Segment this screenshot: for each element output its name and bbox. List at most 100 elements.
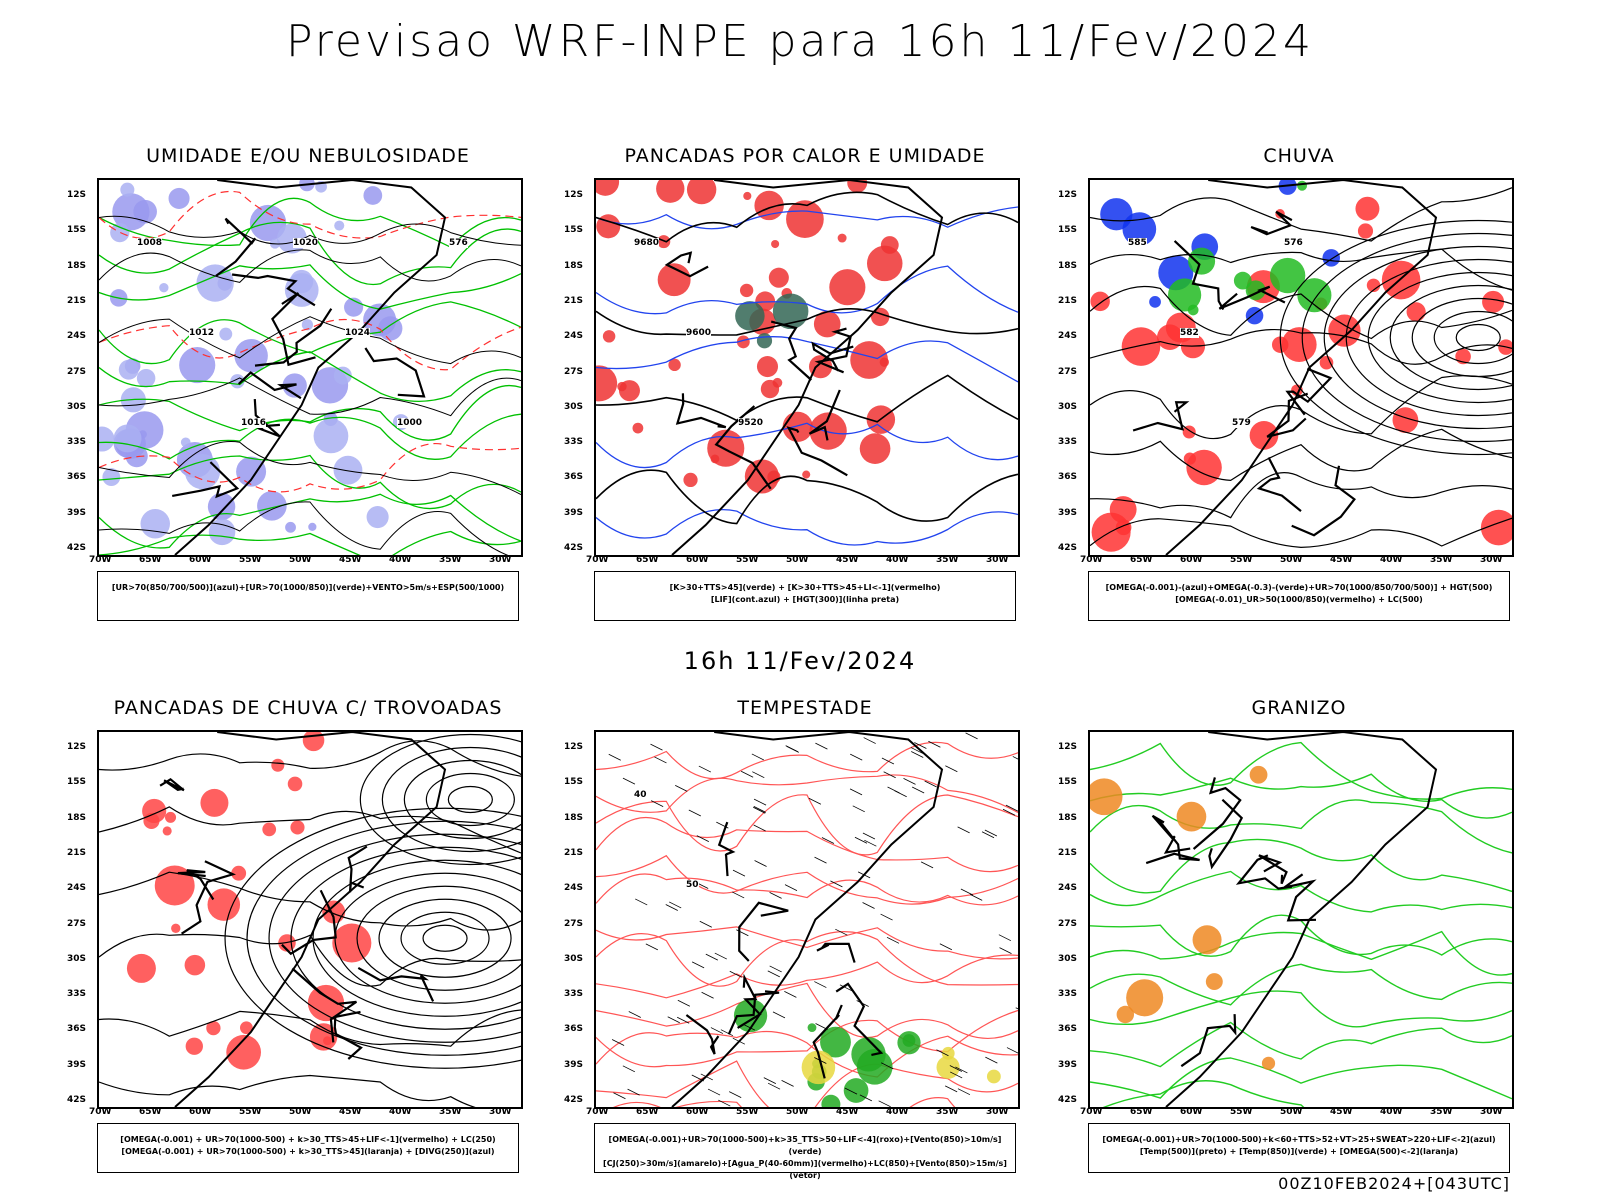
legend-granizo: [OMEGA(-0.001)+UR>70(1000-500)+k<60+TTS>… [1088,1123,1510,1173]
lon-tick: 60W [189,555,212,565]
lon-tick: 65W [636,555,659,565]
lat-tick: 36S [1058,472,1078,483]
legend-line: [OMEGA(-0.001)+UR>70(1000-500)+k<60+TTS>… [1102,1135,1496,1144]
lat-tick: 30S [1058,401,1078,412]
contour-label: 1012 [189,328,215,338]
lon-tick: 60W [1180,555,1203,565]
legend-pancadas-trovoadas: [OMEGA(-0.001) + UR>70(1000-500) + k>30_… [97,1123,519,1173]
legend-line: [Temp(500)](preto) + [Temp(850)](verde) … [1139,1147,1459,1156]
lon-tick: 55W [239,1107,262,1117]
lon-tick: 70W [586,555,609,565]
lon-tick: 40W [1380,555,1403,565]
contour-label: 576 [1284,238,1303,248]
contour-label: 9600 [686,328,712,338]
lat-tick: 39S [564,1059,584,1070]
lon-tick: 45W [339,555,362,565]
lon-tick: 60W [189,1107,212,1117]
lon-tick: 35W [1430,1107,1453,1117]
lat-tick: 36S [67,472,87,483]
lat-tick: 42S [564,1095,584,1105]
lat-tick: 12S [1058,190,1078,200]
legend-line: [LIF](cont.azul) + [HGT(300)](linha pret… [710,595,900,604]
lat-tick: 18S [67,812,87,823]
lat-tick: 30S [67,401,87,412]
lat-tick: 27S [67,918,87,929]
lat-tick: 42S [1058,543,1078,553]
lon-tick: 30W [986,555,1009,565]
lat-tick: 39S [1058,1059,1078,1070]
lat-tick: 24S [564,331,584,342]
legend-line: [K>30+TTS>45](verde) + [K>30+TTS>45+LI<-… [669,583,941,592]
lon-tick: 50W [289,1107,312,1117]
lat-tick: 36S [1058,1024,1078,1035]
lon-tick: 70W [89,555,112,565]
lat-tick: 15S [1058,225,1078,236]
contour-label: 582 [1180,328,1199,338]
lat-tick: 12S [67,742,87,752]
map-pancadas-calor [594,178,1020,557]
legend-line: [UR>70(850/700/500)](azul)+[UR>70(1000/8… [111,583,505,592]
lat-tick: 27S [564,366,584,377]
contour-label: 579 [1232,418,1251,428]
lat-tick: 21S [1058,847,1078,858]
lat-tick: 27S [1058,366,1078,377]
lon-tick: 35W [439,1107,462,1117]
lat-tick: 15S [1058,777,1078,788]
lat-tick: 18S [1058,260,1078,271]
lat-tick: 39S [67,507,87,518]
lon-tick: 65W [1130,555,1153,565]
panel-title-pancadas-calor: PANCADAS POR CALOR E UMIDADE [624,145,986,167]
lat-tick: 24S [67,331,87,342]
legend-line: [OMEGA(-0.001) + UR>70(1000-500) + k>30_… [121,1147,495,1156]
lat-tick: 24S [1058,883,1078,894]
lon-tick: 40W [886,1107,909,1117]
run-timestamp: 00Z10FEB2024+[043UTC] [1278,1174,1510,1193]
lon-tick: 30W [1480,555,1503,565]
lon-tick: 35W [1430,555,1453,565]
lon-tick: 70W [89,1107,112,1117]
lat-tick: 24S [1058,331,1078,342]
lon-tick: 35W [936,555,959,565]
legend-umidade: [UR>70(850/700/500)](azul)+[UR>70(1000/8… [97,571,519,621]
lat-tick: 21S [1058,295,1078,306]
lon-tick: 35W [936,1107,959,1117]
lon-tick: 70W [586,1107,609,1117]
panel-title-pancadas-trovoadas: PANCADAS DE CHUVA C/ TROVOADAS [113,697,503,719]
lon-tick: 60W [686,555,709,565]
lat-tick: 42S [1058,1095,1078,1105]
lon-tick: 50W [1280,1107,1303,1117]
map-pancadas-trovoadas [97,730,523,1109]
contour-label: 40 [634,790,647,800]
legend-line: [OMEGA(-0.001) + UR>70(1000-500) + k>30_… [120,1135,496,1144]
lat-tick: 18S [564,812,584,823]
legend-line: [CJ(250)>30m/s](amarelo)+[Agua_P(40-60mm… [603,1159,1007,1180]
lat-tick: 30S [564,401,584,412]
lon-tick: 30W [1480,1107,1503,1117]
lat-tick: 12S [1058,742,1078,752]
contour-label: 9520 [738,418,764,428]
lat-tick: 30S [67,953,87,964]
lat-tick: 30S [564,953,584,964]
panel-title-tempestade: TEMPESTADE [737,697,873,719]
lat-tick: 21S [67,295,87,306]
lon-tick: 45W [339,1107,362,1117]
map-granizo [1088,730,1514,1109]
lat-tick: 15S [564,225,584,236]
lat-tick: 27S [67,366,87,377]
lon-tick: 45W [836,555,859,565]
lat-tick: 18S [1058,812,1078,823]
lon-tick: 35W [439,555,462,565]
lon-tick: 45W [1330,1107,1353,1117]
lat-tick: 12S [67,190,87,200]
lat-tick: 42S [564,543,584,553]
lon-tick: 65W [636,1107,659,1117]
lon-tick: 55W [736,555,759,565]
lon-tick: 30W [489,1107,512,1117]
legend-line: [OMEGA(-0.001)+UR>70(1000-500)+k>35_TTS>… [608,1135,1002,1156]
lat-tick: 12S [564,190,584,200]
panel-title-granizo: GRANIZO [1251,697,1347,719]
lat-tick: 15S [67,777,87,788]
lon-tick: 45W [1330,555,1353,565]
lon-tick: 50W [786,555,809,565]
lat-tick: 24S [67,883,87,894]
